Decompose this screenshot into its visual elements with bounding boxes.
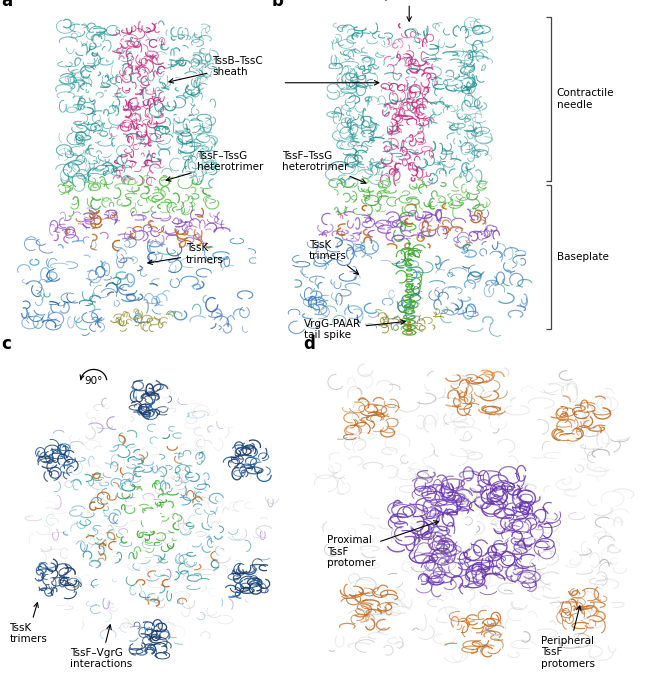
- Text: TssF–VgrG
interactions: TssF–VgrG interactions: [71, 625, 133, 669]
- Text: Hcp inner tube: Hcp inner tube: [370, 0, 448, 21]
- Circle shape: [142, 509, 162, 531]
- Text: Contractile
needle: Contractile needle: [556, 88, 614, 110]
- Text: Baseplate: Baseplate: [556, 252, 609, 262]
- Text: d: d: [304, 335, 315, 353]
- Text: Peripheral
TssF
protomers: Peripheral TssF protomers: [541, 606, 595, 669]
- Text: 90°: 90°: [84, 377, 103, 386]
- Text: TssK
trimers: TssK trimers: [309, 240, 358, 274]
- Text: TssB–TssC
sheath: TssB–TssC sheath: [169, 55, 263, 83]
- Text: TssK
trimers: TssK trimers: [9, 603, 48, 645]
- Text: VrgG-PAAR
tail spike: VrgG-PAAR tail spike: [304, 319, 405, 340]
- Text: a: a: [1, 0, 13, 10]
- Text: TssF–TssG
heterotrimer: TssF–TssG heterotrimer: [166, 151, 263, 181]
- Text: TssF–TssG
heterotrimer: TssF–TssG heterotrimer: [282, 151, 366, 184]
- Text: c: c: [1, 335, 11, 353]
- Text: Proximal
TssF
protomer: Proximal TssF protomer: [327, 521, 438, 568]
- Text: b: b: [272, 0, 284, 10]
- Text: TssK
trimers: TssK trimers: [148, 243, 224, 264]
